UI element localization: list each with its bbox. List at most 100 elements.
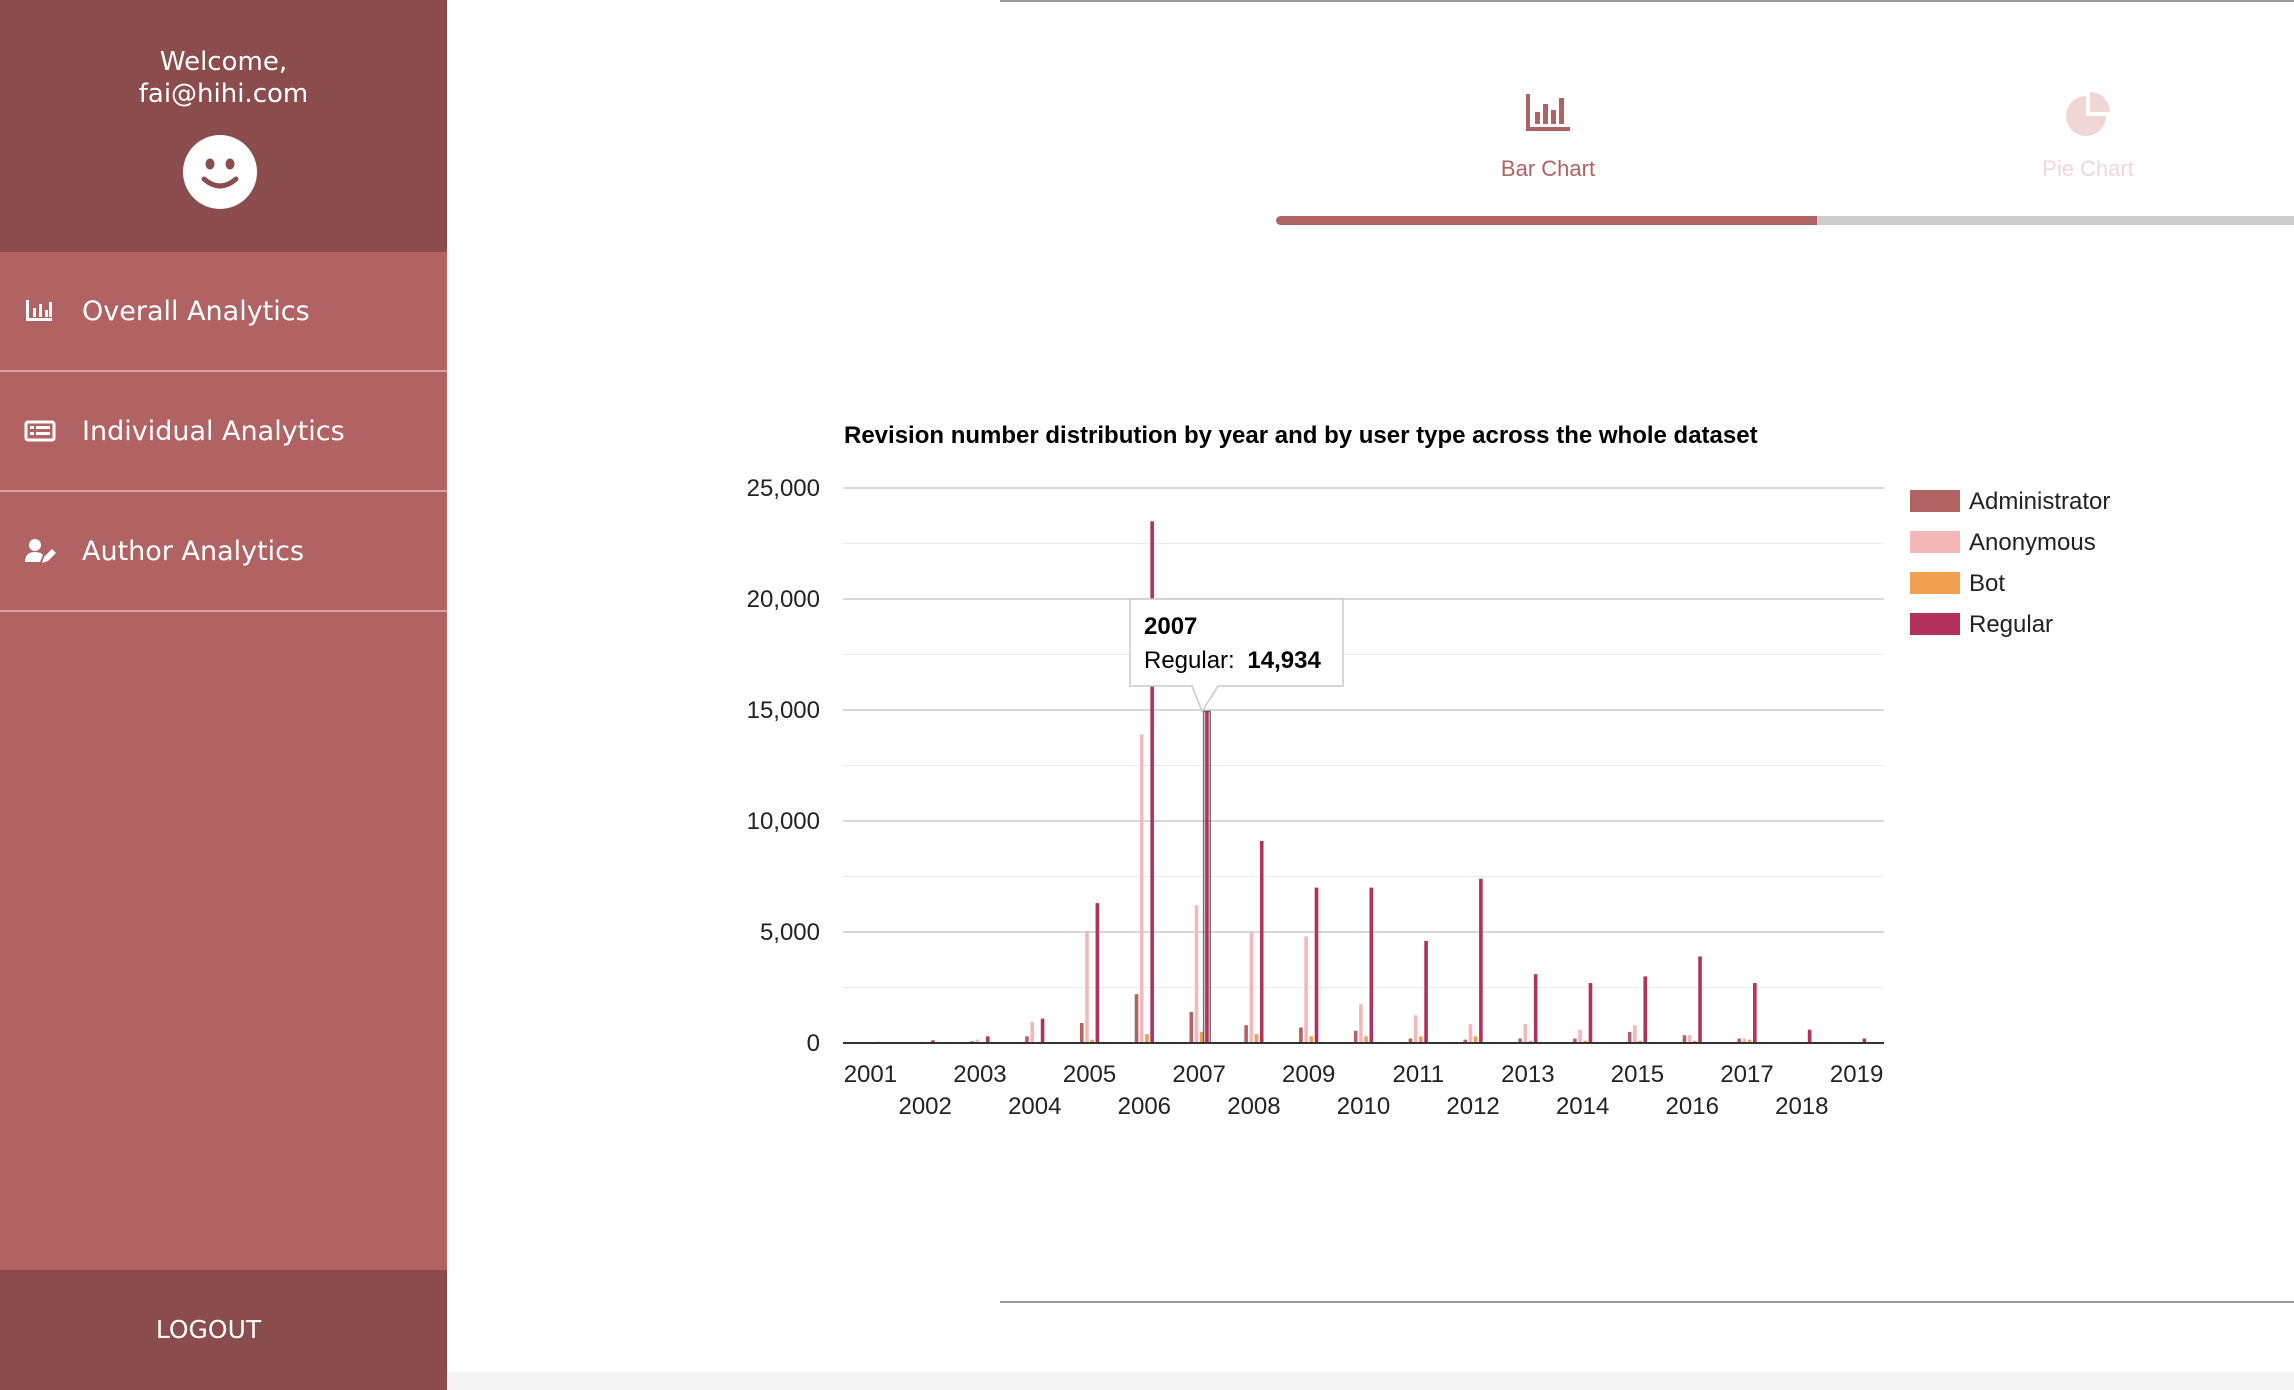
tooltip-number: 14,934 (1247, 647, 1321, 674)
legend-swatch (1910, 572, 1960, 594)
bar-bot-2013[interactable] (1528, 1040, 1533, 1043)
bar-regular-2012[interactable] (1479, 878, 1483, 1043)
bar-administrator-2013[interactable] (1518, 1038, 1522, 1043)
bar-administrator-2009[interactable] (1299, 1027, 1303, 1043)
x-tick-label: 2016 (1666, 1093, 1719, 1120)
bar-regular-2013[interactable] (1533, 974, 1538, 1043)
bar-administrator-2011[interactable] (1408, 1038, 1413, 1043)
bar-anonymous-2017[interactable] (1742, 1038, 1747, 1043)
user-email: fai@hihi.com (138, 79, 309, 109)
bar-regular-2003[interactable] (985, 1036, 990, 1043)
bar-anonymous-2004[interactable] (1030, 1021, 1034, 1043)
bar-anonymous-2006[interactable] (1139, 734, 1144, 1043)
bar-bot-2009[interactable] (1309, 1036, 1314, 1043)
bar-anonymous-2003[interactable] (975, 1039, 980, 1043)
y-tick-label: 20,000 (747, 586, 820, 613)
bar-bot-2016[interactable] (1693, 1040, 1697, 1043)
bar-administrator-2012[interactable] (1463, 1039, 1468, 1043)
bar-regular-2009[interactable] (1314, 887, 1319, 1043)
bar-regular-2002[interactable] (931, 1040, 935, 1043)
bar-administrator-2014[interactable] (1573, 1038, 1577, 1043)
bar-regular-2005[interactable] (1095, 903, 1100, 1043)
bar-bot-2014[interactable] (1583, 1040, 1588, 1043)
bar-regular-2017[interactable] (1753, 983, 1757, 1043)
y-tick-label: 15,000 (747, 697, 820, 724)
tab-progress-fill (1276, 216, 1817, 225)
tab-bar-chart[interactable]: Bar Chart (1278, 80, 1818, 190)
bar-regular-2019[interactable] (1862, 1038, 1867, 1043)
bar-regular-2007[interactable] (1205, 711, 1209, 1043)
tooltip-value: Regular: 14,934 (1144, 647, 1321, 674)
welcome-greeting: Welcome, (159, 47, 288, 77)
bar-anonymous-2013[interactable] (1523, 1024, 1528, 1043)
bar-administrator-2005[interactable] (1079, 1023, 1084, 1043)
x-tick-label: 2019 (1830, 1061, 1883, 1088)
logout-button[interactable]: LOGOUT (0, 1270, 447, 1390)
bar-regular-2016[interactable] (1698, 956, 1702, 1043)
x-tick-label: 2007 (1172, 1061, 1225, 1088)
bar-regular-2008[interactable] (1259, 840, 1264, 1043)
bar-regular-2011[interactable] (1424, 940, 1428, 1043)
sidebar-item-overall-analytics[interactable]: Overall Analytics (0, 252, 447, 372)
bar-anonymous-2016[interactable] (1687, 1035, 1692, 1043)
bar-administrator-2007[interactable] (1189, 1011, 1194, 1043)
bar-administrator-2016[interactable] (1682, 1035, 1687, 1043)
bar-regular-2014[interactable] (1588, 983, 1593, 1043)
tab-label: Bar Chart (1500, 156, 1596, 181)
x-tick-label: 2003 (953, 1061, 1006, 1088)
bar-anonymous-2010[interactable] (1359, 1004, 1363, 1043)
sidebar-item-author-analytics[interactable]: Author Analytics (0, 492, 447, 612)
sidebar-header: Welcome, fai@hihi.com (0, 0, 447, 252)
bar-anonymous-2011[interactable] (1413, 1015, 1418, 1043)
x-tick-label: 2006 (1118, 1093, 1171, 1120)
bar-administrator-2017[interactable] (1737, 1038, 1742, 1043)
bar-administrator-2008[interactable] (1244, 1025, 1248, 1043)
list-card-icon (24, 416, 56, 446)
page-bottom-strip (447, 1372, 2294, 1390)
bar-regular-2006[interactable] (1150, 521, 1154, 1043)
logout-label: LOGOUT (155, 1315, 262, 1344)
bar-regular-2015[interactable] (1643, 976, 1648, 1043)
bar-bot-2008[interactable] (1254, 1034, 1259, 1043)
bar-administrator-2004[interactable] (1025, 1036, 1029, 1043)
x-tick-label: 2018 (1775, 1093, 1828, 1120)
top-divider (1000, 0, 2294, 2)
bar-bot-2015[interactable] (1638, 1040, 1642, 1043)
legend-label: Anonymous (1969, 529, 2096, 556)
sidebar-item-label: Individual Analytics (82, 416, 345, 447)
bar-anonymous-2014[interactable] (1578, 1029, 1582, 1043)
x-axis-labels: 2001200220032004200520062007200820092010… (844, 1061, 1884, 1120)
legend-label: Administrator (1969, 488, 2110, 515)
bar-anonymous-2007[interactable] (1194, 905, 1199, 1043)
y-tick-label: 10,000 (747, 808, 820, 835)
bar-bot-2007[interactable] (1199, 1031, 1204, 1043)
x-tick-label: 2013 (1501, 1061, 1554, 1088)
bar-anonymous-2005[interactable] (1085, 930, 1089, 1043)
x-tick-label: 2017 (1720, 1061, 1773, 1088)
bar-administrator-2006[interactable] (1134, 994, 1139, 1043)
bar-bot-2011[interactable] (1419, 1036, 1423, 1043)
bar-anonymous-2012[interactable] (1468, 1024, 1473, 1043)
bar-bot-2017[interactable] (1747, 1039, 1752, 1043)
bar-regular-2018[interactable] (1807, 1029, 1812, 1043)
bar-anonymous-2009[interactable] (1304, 936, 1308, 1043)
bar-administrator-2015[interactable] (1627, 1031, 1632, 1043)
bar-bot-2010[interactable] (1364, 1036, 1368, 1043)
bar-anonymous-2008[interactable] (1249, 932, 1254, 1043)
bar-chart-icon (24, 296, 56, 326)
bar-bot-2006[interactable] (1145, 1034, 1149, 1043)
tab-label: Pie Chart (2042, 156, 2134, 181)
main-panel: Bar Chart Pie Chart Revision number dist… (447, 0, 2294, 1390)
bar-bot-2005[interactable] (1090, 1039, 1094, 1043)
bar-bot-2012[interactable] (1473, 1036, 1478, 1043)
bar-regular-2004[interactable] (1040, 1018, 1045, 1043)
tab-pie-chart[interactable]: Pie Chart (1818, 80, 2294, 190)
x-tick-label: 2004 (1008, 1093, 1061, 1120)
x-tick-label: 2009 (1282, 1061, 1335, 1088)
sidebar-item-individual-analytics[interactable]: Individual Analytics (0, 372, 447, 492)
bar-administrator-2010[interactable] (1353, 1030, 1358, 1043)
legend-swatch (1910, 531, 1960, 553)
bar-anonymous-2015[interactable] (1633, 1025, 1637, 1043)
bar-regular-2010[interactable] (1369, 887, 1374, 1043)
legend-label: Bot (1969, 570, 2005, 597)
